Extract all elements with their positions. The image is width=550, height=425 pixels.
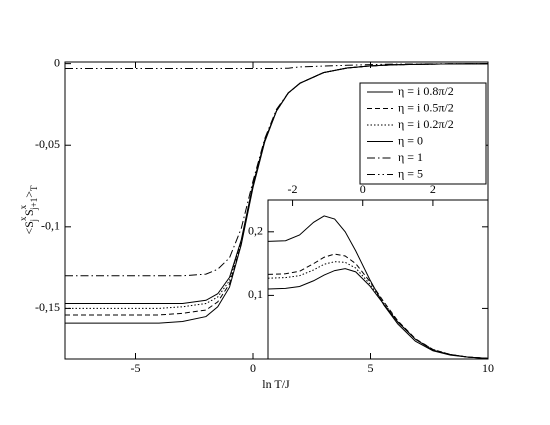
line-series [268, 261, 488, 359]
x-axis-label: ln T/J [262, 377, 290, 391]
y-label-part: j [29, 219, 39, 223]
line-series [268, 268, 488, 359]
plot-area [267, 199, 489, 360]
y-tick-label: -0,15 [35, 300, 60, 314]
legend-label: η = i 0.5π/2 [398, 100, 454, 114]
y-label-part: S [22, 209, 36, 219]
x-tick-label: 2 [430, 182, 436, 196]
legend-label: η = 0 [398, 133, 423, 147]
x-tick-label: 0 [360, 182, 366, 196]
y-label-part: x [18, 204, 28, 209]
line-series [65, 63, 488, 277]
y-tick-label: 0 [54, 55, 60, 69]
x-tick-label: 10 [482, 361, 494, 375]
legend-label: η = 5 [398, 166, 423, 180]
y-label-part: <S [22, 221, 36, 234]
legend-label: η = i 0.2π/2 [398, 117, 454, 131]
y-label-part: > [22, 191, 36, 198]
line-series [268, 215, 488, 359]
y-label-part: j+1 [29, 198, 39, 211]
x-tick-label: -2 [288, 182, 298, 196]
y-axis-label: <Sxj Sxj+1>T [18, 185, 39, 235]
x-tick-label: 5 [368, 361, 374, 375]
line-series [65, 63, 488, 309]
legend-label: η = i 0.8π/2 [398, 84, 454, 98]
legend-box [359, 82, 487, 185]
line-series [268, 253, 488, 359]
x-tick-label: 0 [250, 361, 256, 375]
x-tick-label: -5 [131, 361, 141, 375]
y-tick-label: -0,1 [41, 219, 60, 233]
legend-label: η = 1 [398, 150, 423, 164]
y-tick-label: 0,2 [248, 224, 263, 238]
y-tick-label: 0,1 [248, 287, 263, 301]
y-tick-label: -0,05 [35, 137, 60, 151]
line-series [65, 63, 488, 70]
y-label-part: x [18, 216, 28, 221]
y-label-part: T [29, 185, 39, 191]
